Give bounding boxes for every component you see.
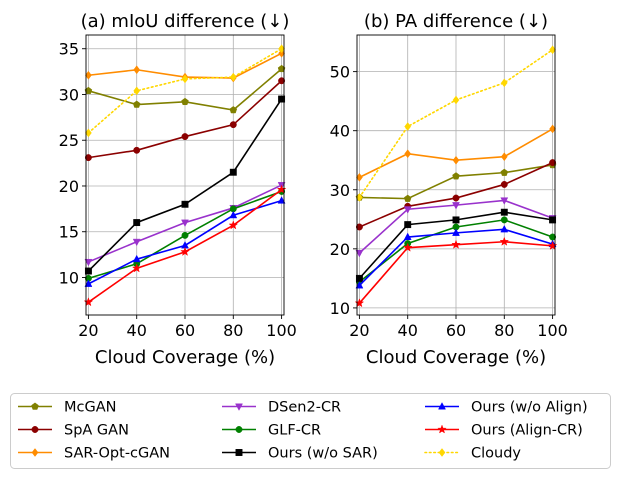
point-ours-w-o-sar-60	[182, 201, 188, 207]
y-tick-label: 50	[330, 63, 350, 82]
legend-marker	[236, 449, 242, 455]
panel-b-pa: 20 40 60 80 100 10 20 30 40 50 (b) PA difference (…	[330, 11, 568, 368]
point-ours-w-o-sar-40	[134, 219, 140, 225]
y-tick-label: 20	[330, 240, 350, 259]
y-tick-label: 10	[330, 299, 350, 318]
legend-marker	[236, 426, 242, 432]
point-ours-w-o-sar-80	[230, 169, 236, 175]
point-mcgan-60	[182, 98, 189, 105]
point-spa-gan-60	[453, 195, 459, 201]
y-tick-label: 15	[59, 223, 79, 242]
legend-label: Ours (w/o SAR)	[268, 446, 378, 462]
legend-marker	[32, 426, 38, 432]
x-tick-label: 60	[446, 321, 466, 340]
x-tick-label: 80	[223, 321, 243, 340]
point-mcgan-40	[404, 195, 411, 202]
point-ours-w-o-sar-40	[405, 221, 411, 227]
chart-title: (a) mIoU difference (↓)	[81, 11, 290, 32]
chart-title: (b) PA difference (↓)	[364, 11, 548, 32]
y-tick-label: 30	[59, 85, 79, 104]
point-cloudy-60	[453, 96, 459, 104]
y-tick-label: 25	[59, 131, 79, 150]
x-axis-label: Cloud Coverage (%)	[366, 347, 546, 368]
y-tick-label: 30	[330, 181, 350, 200]
point-glf-cr-60	[182, 232, 188, 238]
point-ours-w-o-sar-80	[501, 209, 507, 215]
x-tick-label: 80	[494, 321, 514, 340]
point-mcgan-40	[133, 101, 140, 108]
point-cloudy-40	[405, 123, 411, 131]
point-glf-cr-80	[501, 217, 507, 223]
legend-label: Cloudy	[471, 446, 521, 462]
y-tick-label: 20	[59, 177, 79, 196]
y-tick-label: 10	[59, 268, 79, 287]
legend: McGAN SpA GAN SAR-Opt-cGAN DSen2-CR GLF-CR Ou…	[11, 394, 611, 469]
legend-label: SpA GAN	[64, 423, 129, 439]
x-tick-label: 40	[398, 321, 418, 340]
point-spa-gan-40	[134, 147, 140, 153]
figure: 20 40 60 80 100 10 15 20 25 30 35(a) mIoU differen…	[0, 0, 621, 476]
panel-a-miou: 20 40 60 80 100 10 15 20 25 30 35(a) mIoU differen…	[59, 11, 297, 368]
legend-label: SAR-Opt-cGAN	[64, 446, 170, 462]
point-spa-gan-60	[182, 133, 188, 139]
y-tick-label: 40	[330, 122, 350, 141]
point-cloudy-80	[501, 79, 507, 87]
x-tick-label: 60	[175, 321, 195, 340]
point-sar-opt-cgan-80	[501, 153, 507, 161]
point-sar-opt-cgan-40	[134, 66, 140, 74]
point-spa-gan-80	[501, 181, 507, 187]
y-tick-label: 35	[59, 40, 79, 59]
x-tick-label: 100	[537, 321, 568, 340]
legend-label: DSen2-CR	[268, 400, 341, 416]
point-spa-gan-80	[230, 121, 236, 127]
legend-label: Ours (Align-CR)	[471, 423, 583, 439]
x-tick-label: 40	[127, 321, 147, 340]
x-tick-label: 100	[266, 321, 297, 340]
point-sar-opt-cgan-40	[405, 150, 411, 158]
legend-label: McGAN	[64, 400, 117, 416]
point-ours-w-o-sar-60	[453, 217, 459, 223]
point-sar-opt-cgan-60	[453, 156, 459, 164]
legend-label: GLF-CR	[268, 423, 321, 439]
point-cloudy-40	[134, 87, 140, 95]
point-mcgan-60	[453, 173, 460, 180]
x-tick-label: 20	[349, 321, 369, 340]
point-cloudy-80	[230, 73, 236, 81]
x-axis-label: Cloud Coverage (%)	[95, 347, 275, 368]
point-mcgan-80	[501, 169, 508, 176]
x-tick-label: 20	[78, 321, 98, 340]
legend-label: Ours (w/o Align)	[471, 400, 588, 416]
